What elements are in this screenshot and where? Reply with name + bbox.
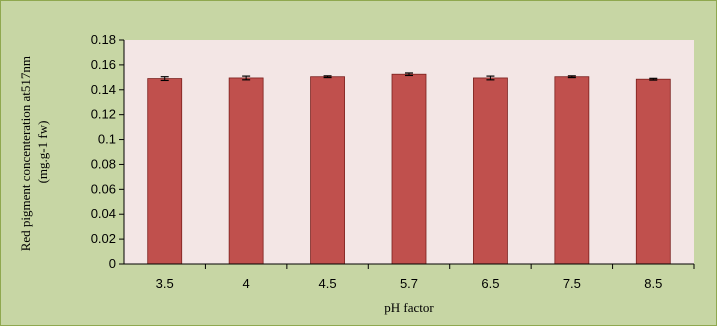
error-bar-3.5 (160, 76, 169, 82)
x-tick-label: 6.5 (481, 276, 499, 291)
x-tick-label: 3.5 (156, 276, 174, 291)
y-tick-label: 0.06 (91, 181, 116, 196)
y-tick-label: 0 (109, 256, 116, 271)
x-tick-label: 8.5 (644, 276, 662, 291)
bars-group (147, 73, 671, 265)
bar-6.5 (473, 77, 508, 265)
y-tick-label: 0.1 (98, 132, 116, 147)
y-tick-label: 0.12 (91, 107, 116, 122)
error-bar-4.5 (323, 75, 332, 79)
y-tick-label: 0.16 (91, 57, 116, 72)
y-axis-title: Red pigment concenteration at517nm (mg.g… (18, 53, 50, 252)
x-tick-label: 4 (243, 276, 250, 291)
y-tick-label: 0.04 (91, 206, 116, 221)
error-bar-4 (242, 75, 251, 81)
x-ticks-group: 3.5 4 4.5 5.7 6.5 7.5 8.5 (156, 264, 695, 291)
x-tick-label: 4.5 (319, 276, 337, 291)
bar-3.5 (147, 78, 183, 265)
y-tick-label: 0.14 (91, 82, 116, 97)
bar-4.5 (310, 76, 345, 265)
y-tick-label: 0.02 (91, 231, 116, 246)
y-tick-label: 0.18 (91, 32, 116, 47)
y-axis-title-line-1: Red pigment concenteration at517nm (18, 56, 33, 251)
error-bars-group (160, 72, 658, 82)
error-bar-7.5 (567, 75, 576, 79)
bar-4 (228, 77, 264, 265)
y-axis-title-line-2: (mg.g-1 fw) (35, 121, 50, 184)
error-bar-8.5 (649, 77, 658, 81)
bar-7.5 (554, 76, 590, 265)
x-axis-title: pH factor (384, 300, 434, 315)
bar-5.7 (391, 73, 427, 265)
error-bar-5.7 (405, 72, 413, 77)
bar-8.5 (635, 78, 671, 265)
x-tick-label: 5.7 (400, 276, 418, 291)
y-ticks-group: 0 0.02 0.04 0.06 0.08 0.1 0.12 0.14 0.16 0.18 (91, 32, 124, 271)
error-bar-6.5 (486, 75, 495, 81)
y-tick-label: 0.08 (91, 156, 116, 171)
x-tick-label: 7.5 (563, 276, 581, 291)
